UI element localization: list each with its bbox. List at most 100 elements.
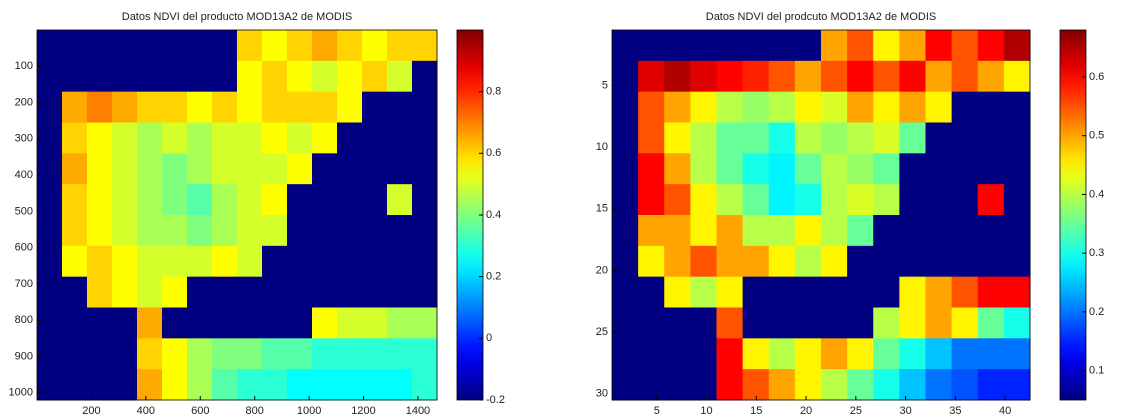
heatmap-cell xyxy=(37,122,63,154)
heatmap-cell xyxy=(87,307,113,339)
heatmap-cell xyxy=(362,60,388,93)
heatmap-cell xyxy=(664,60,691,93)
heatmap-cell xyxy=(237,215,263,247)
heatmap-cell xyxy=(387,338,413,370)
heatmap-cell xyxy=(690,91,717,123)
heatmap-cell xyxy=(951,153,979,185)
heatmap-cell xyxy=(690,122,717,154)
heatmap-cell xyxy=(337,91,363,123)
heatmap-cell xyxy=(237,122,263,154)
heatmap-cell xyxy=(162,369,188,401)
heatmap-cell xyxy=(362,307,388,339)
heatmap-cell xyxy=(847,369,874,401)
heatmap-cell xyxy=(387,369,413,401)
heatmap-cell xyxy=(716,369,744,401)
heatmap-cell xyxy=(821,369,848,401)
colorbar-tick-label: 0.1 xyxy=(1089,365,1104,377)
x-tick-label: 1000 xyxy=(297,405,321,417)
heatmap-cell xyxy=(768,276,796,308)
y-tick-label: 700 xyxy=(15,278,33,290)
heatmap-cell xyxy=(925,215,953,247)
heatmap-cell xyxy=(1003,276,1031,308)
heatmap-cell xyxy=(112,276,138,308)
heatmap-cell xyxy=(212,369,238,401)
heatmap-cell xyxy=(742,276,770,308)
heatmap-cell xyxy=(768,184,796,216)
heatmap-cell xyxy=(287,338,313,370)
heatmap-cell xyxy=(287,122,313,154)
heatmap-cell xyxy=(664,184,691,216)
heatmap-cell xyxy=(137,307,163,339)
heatmap-cell xyxy=(237,338,263,370)
heatmap-cell xyxy=(162,215,188,247)
heatmap-cell xyxy=(742,30,770,62)
heatmap-cell xyxy=(87,91,113,123)
heatmap-cell xyxy=(638,60,665,93)
heatmap-cell xyxy=(821,91,848,123)
heatmap-cell xyxy=(1003,30,1031,62)
heatmap-cell xyxy=(37,60,63,93)
heatmap-cell xyxy=(237,184,263,216)
heatmap-cell xyxy=(362,369,388,401)
heatmap-cell xyxy=(664,153,691,185)
heatmap-cell xyxy=(187,276,213,308)
heatmap-cell xyxy=(162,276,188,308)
heatmap-cell xyxy=(977,91,1005,123)
heatmap-cell xyxy=(794,369,822,401)
heatmap-cell xyxy=(742,153,770,185)
heatmap-cell xyxy=(690,153,717,185)
heatmap-cell xyxy=(62,369,88,401)
heatmap-cell xyxy=(977,153,1005,185)
heatmap-cell xyxy=(262,307,288,339)
heatmap-cell xyxy=(337,245,363,278)
heatmap-cell xyxy=(287,60,313,93)
heatmap-cell xyxy=(87,122,113,154)
heatmap-cell xyxy=(387,30,413,62)
heatmap-cell xyxy=(951,307,979,339)
heatmap-cell xyxy=(742,91,770,123)
heatmap-cell xyxy=(362,153,388,185)
heatmap-cell xyxy=(742,245,770,278)
heatmap-cell xyxy=(977,184,1005,216)
heatmap-cell xyxy=(899,245,926,278)
heatmap-cell xyxy=(237,60,263,93)
heatmap-cell xyxy=(387,245,413,278)
heatmap-cell xyxy=(794,338,822,370)
colorbar-tick-label: -0.2 xyxy=(486,394,505,406)
heatmap-cell xyxy=(768,153,796,185)
colorbar-tick-label: 0.6 xyxy=(1089,71,1104,83)
heatmap-cell xyxy=(162,30,188,62)
heatmap-cell xyxy=(137,338,163,370)
heatmap-cell xyxy=(794,215,822,247)
heatmap-cell xyxy=(664,245,691,278)
heatmap-cell xyxy=(137,369,163,401)
x-tick-label: 1400 xyxy=(406,405,430,417)
heatmap-cell xyxy=(37,153,63,185)
heatmap-cell xyxy=(690,215,717,247)
heatmap-cell xyxy=(112,153,138,185)
heatmap-cell xyxy=(612,276,639,308)
heatmap-cell xyxy=(162,122,188,154)
heatmap-cell xyxy=(951,276,979,308)
heatmap-cell xyxy=(412,338,438,370)
heatmap-cell xyxy=(412,153,438,185)
heatmap-cell xyxy=(1003,184,1031,216)
heatmap-cell xyxy=(37,184,63,216)
heatmap-cell xyxy=(638,91,665,123)
heatmap-cell xyxy=(638,215,665,247)
heatmap-cell xyxy=(612,215,639,247)
heatmap-cell xyxy=(337,122,363,154)
heatmap-cell xyxy=(212,245,238,278)
heatmap-cell xyxy=(262,245,288,278)
heatmap-cell xyxy=(412,215,438,247)
heatmap-cell xyxy=(312,338,338,370)
heatmap-cell xyxy=(716,307,744,339)
heatmap-cell xyxy=(387,184,413,216)
heatmap-cell xyxy=(768,122,796,154)
heatmap-cell xyxy=(794,122,822,154)
heatmap-cell xyxy=(37,215,63,247)
heatmap-cell xyxy=(162,245,188,278)
x-tick-label: 200 xyxy=(82,405,100,417)
x-tick-label: 10 xyxy=(700,405,712,417)
heatmap-cell xyxy=(412,369,438,401)
